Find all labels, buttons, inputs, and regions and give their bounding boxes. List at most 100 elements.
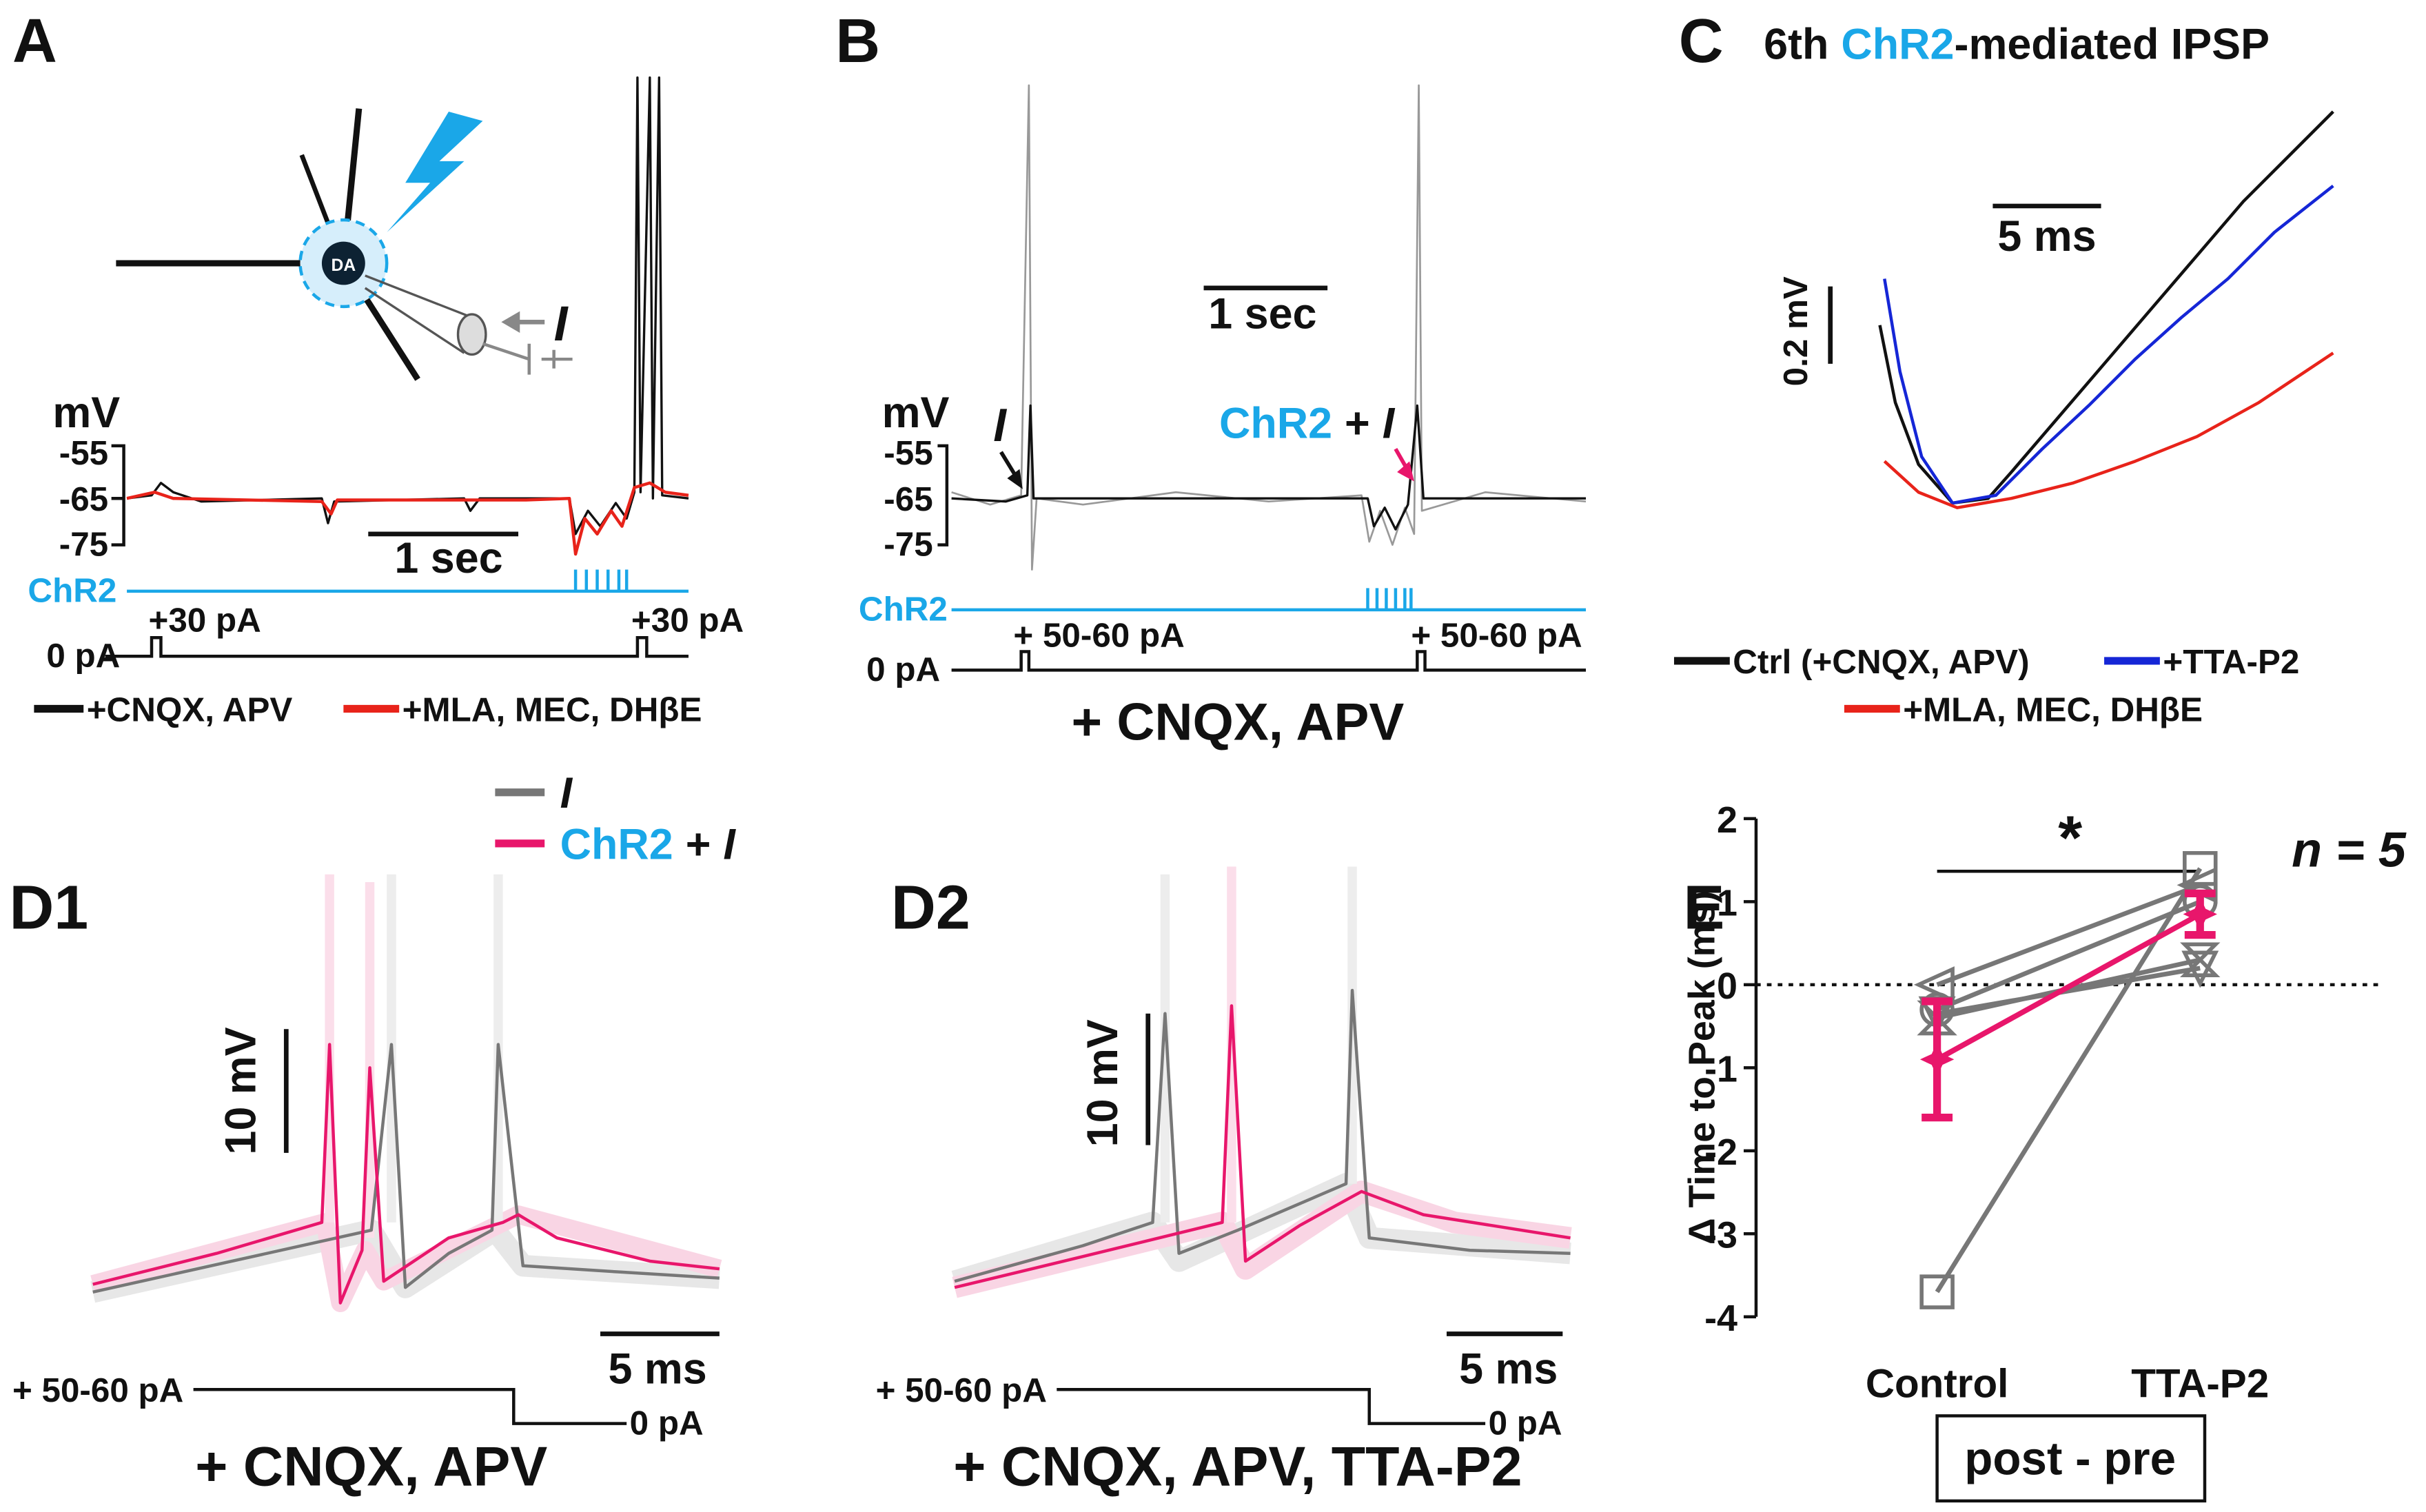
trace-b-gray bbox=[951, 84, 1587, 571]
x-tick-label: Control bbox=[1866, 1362, 2008, 1407]
legend-label: +CNQX, APV bbox=[87, 691, 293, 728]
series-line bbox=[1937, 966, 2201, 1016]
marker bbox=[1919, 1274, 1955, 1309]
y-tick-label: 1 bbox=[1717, 883, 1737, 924]
series-line bbox=[1936, 899, 2201, 1012]
label-part: I bbox=[1383, 400, 1396, 448]
significance: * bbox=[2058, 804, 2082, 872]
trace-c-tta bbox=[1883, 184, 2334, 505]
y-unit: mV bbox=[882, 389, 950, 437]
y-tick-label: -4 bbox=[1704, 1298, 1737, 1339]
baseline-label: 0 pA bbox=[866, 651, 940, 688]
y-unit: mV bbox=[52, 389, 120, 437]
series-line bbox=[1935, 867, 2203, 1294]
title-part: ChR2 bbox=[1841, 21, 1954, 69]
plot-area: -4 -3 -2 -1 0 1 2 Control TTA-P2 bbox=[1704, 799, 2383, 1407]
y-tick-label: 2 bbox=[1717, 799, 1737, 841]
label-box bbox=[1935, 1414, 2207, 1503]
trace-d1-combined bbox=[92, 1043, 720, 1305]
trace-b bbox=[951, 404, 1587, 531]
box-label: post - pre bbox=[1964, 1433, 2176, 1485]
step-label: + 50-60 pA bbox=[876, 1371, 1047, 1409]
cell-label: DA bbox=[332, 256, 356, 275]
arrow-head bbox=[1397, 461, 1414, 482]
label-part: ChR2 bbox=[560, 820, 673, 868]
stim-line bbox=[951, 588, 1587, 612]
y-tick-label: -65 bbox=[884, 480, 932, 518]
arrow-head bbox=[1007, 469, 1023, 489]
condition: + CNQX, APV bbox=[1072, 693, 1405, 751]
legend-label: +MLA, MEC, DHβE bbox=[1903, 691, 2203, 728]
baseline-label: 0 pA bbox=[1489, 1404, 1562, 1442]
panel-label: C bbox=[1679, 7, 1724, 76]
scale-label: 5 ms bbox=[1997, 212, 2096, 260]
y-axis bbox=[111, 444, 125, 546]
legend-label: +MLA, MEC, DHβE bbox=[402, 691, 702, 728]
neuron-diagram bbox=[116, 108, 573, 381]
scale-label: 1 sec bbox=[1208, 289, 1316, 338]
step-label: +30 pA bbox=[631, 601, 744, 639]
trace-mla bbox=[126, 481, 689, 556]
n-label: n = 5 bbox=[2292, 823, 2407, 878]
mean-line bbox=[1935, 912, 2202, 1062]
mean-marker bbox=[2183, 897, 2217, 932]
x-tick-label: TTA-P2 bbox=[2131, 1362, 2269, 1407]
step-label: + 50-60 pA bbox=[1013, 617, 1184, 655]
trace-bands bbox=[90, 874, 722, 1313]
y-axis-label: Δ Time to Peak (ms) bbox=[1681, 891, 1722, 1245]
stim-line bbox=[127, 569, 689, 593]
y-tick-label: -55 bbox=[59, 434, 108, 472]
y-tick-label: 0 bbox=[1717, 966, 1737, 1007]
trace-d2-i bbox=[954, 988, 1571, 1283]
panel-label: D2 bbox=[891, 873, 970, 942]
y-tick-label: -1 bbox=[1704, 1049, 1737, 1090]
y-tick-label: -3 bbox=[1704, 1215, 1737, 1256]
scale-label: 10 mV bbox=[1079, 1019, 1127, 1147]
current-step bbox=[193, 1388, 627, 1425]
trace-c-ctrl bbox=[1878, 110, 2334, 505]
trace-d2-combined bbox=[954, 1004, 1571, 1289]
arrow-label: ChR2 + I bbox=[1219, 400, 1396, 448]
scale-label: 5 ms bbox=[1459, 1345, 1558, 1393]
step-label: + 50-60 pA bbox=[1411, 617, 1582, 655]
trace-d1-i bbox=[92, 1043, 720, 1294]
legend-label: Ctrl (+CNQX, APV) bbox=[1733, 643, 2029, 681]
series-line bbox=[1936, 883, 2201, 988]
panel-label: A bbox=[12, 7, 57, 76]
step-label: +30 pA bbox=[149, 601, 261, 639]
current-symbol: I bbox=[554, 296, 569, 351]
legend-label: ChR2 + I bbox=[560, 820, 737, 868]
panel-label: E bbox=[1683, 873, 1724, 942]
trace-ctrl bbox=[126, 76, 689, 535]
panel-title: 6th ChR2-mediated IPSP bbox=[1764, 21, 2270, 69]
scale-label: 0.2 mV bbox=[1777, 276, 1815, 386]
stim-label: ChR2 bbox=[859, 591, 948, 629]
condition: + CNQX, APV, TTA-P2 bbox=[953, 1436, 1522, 1498]
label-part: I bbox=[723, 820, 736, 868]
marker bbox=[2181, 950, 2219, 988]
y-tick-label: -55 bbox=[884, 434, 932, 472]
title-part: -mediated IPSP bbox=[1955, 21, 2270, 69]
mean-marker bbox=[1919, 1042, 1955, 1076]
scale-label: 5 ms bbox=[608, 1345, 706, 1393]
current-step bbox=[105, 636, 689, 658]
y-tick-label: -75 bbox=[884, 525, 932, 563]
step-label: + 50-60 pA bbox=[12, 1371, 183, 1409]
label-part: + bbox=[1345, 400, 1370, 448]
baseline-label: 0 pA bbox=[630, 1404, 704, 1442]
legend-label: I bbox=[560, 769, 573, 817]
stim-label: ChR2 bbox=[28, 572, 116, 610]
scale-label: 10 mV bbox=[216, 1027, 265, 1154]
title-part: 6th bbox=[1764, 21, 1828, 69]
y-tick-label: -2 bbox=[1704, 1132, 1737, 1173]
panel-label: D1 bbox=[9, 873, 88, 942]
arrow-label: I bbox=[993, 400, 1007, 451]
current-step bbox=[951, 650, 1587, 672]
label-part: + bbox=[686, 820, 711, 868]
scale-label: 1 sec bbox=[394, 534, 502, 582]
y-tick-label: -75 bbox=[59, 525, 108, 563]
label-part: ChR2 bbox=[1219, 400, 1332, 448]
y-axis bbox=[937, 444, 949, 546]
condition: + CNQX, APV bbox=[195, 1436, 547, 1498]
